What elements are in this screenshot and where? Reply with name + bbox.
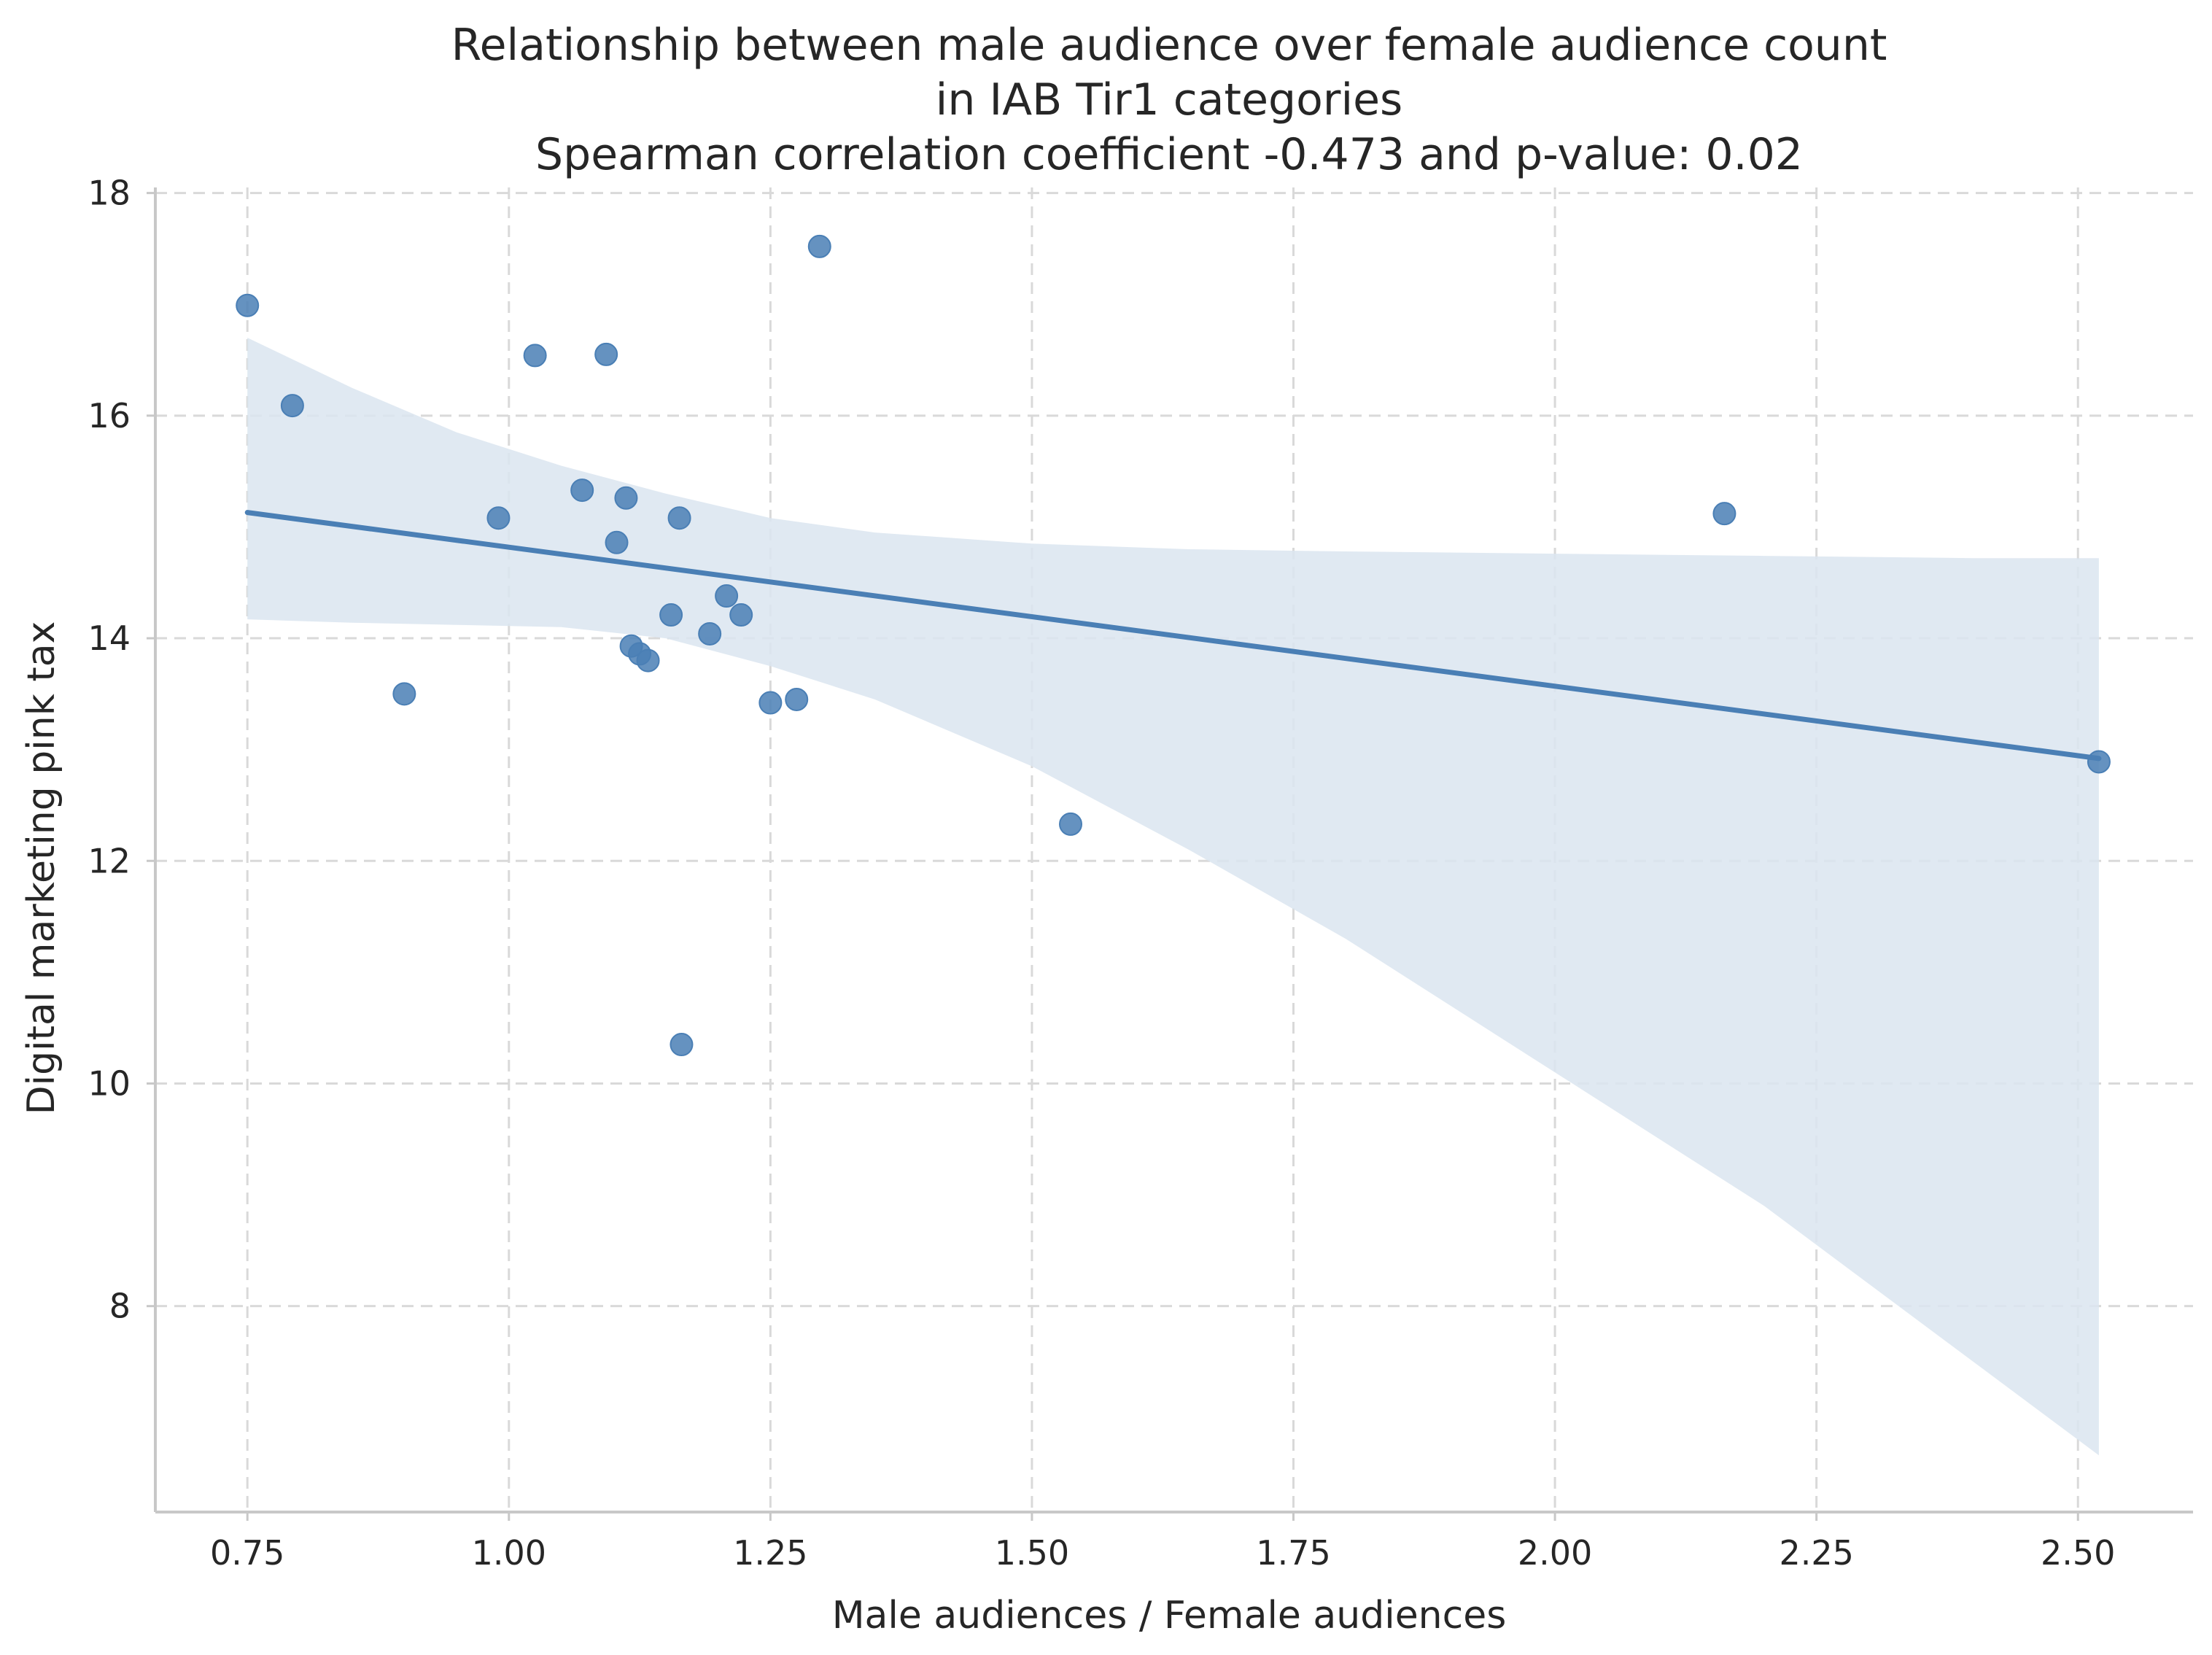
data-point <box>570 478 594 503</box>
chart-title-line-3: Spearman correlation coefficient -0.473 … <box>535 129 1803 180</box>
data-point <box>659 603 683 627</box>
chart-title-line-2: in IAB Tir1 categories <box>936 74 1403 125</box>
data-point <box>486 506 511 530</box>
confidence-band <box>247 338 2099 1456</box>
y-tick-label: 16 <box>88 396 131 435</box>
confidence-band-layer <box>247 338 2099 1456</box>
data-point <box>1712 502 1736 526</box>
x-tick-label: 1.50 <box>995 1533 1069 1573</box>
data-point <box>715 584 739 608</box>
y-tick-label: 14 <box>88 619 131 658</box>
data-point <box>2087 750 2111 774</box>
data-point <box>1059 812 1083 836</box>
y-tick-label: 10 <box>88 1063 131 1103</box>
y-axis-ticks: 8 10 12 14 16 18 <box>88 174 155 1326</box>
data-point <box>280 394 304 418</box>
x-tick-label: 2.25 <box>1779 1533 1853 1573</box>
regression-line-layer <box>244 510 2102 761</box>
data-point <box>392 682 416 706</box>
data-point <box>523 344 547 368</box>
data-point <box>594 342 618 366</box>
chart-title-line-1: Relationship between male audience over … <box>451 20 1887 71</box>
data-point <box>605 530 629 554</box>
x-tick-label: 1.75 <box>1256 1533 1330 1573</box>
axes <box>154 187 2193 1513</box>
regression-line <box>244 510 2102 761</box>
y-tick-label: 12 <box>88 841 131 880</box>
x-tick-label: 1.25 <box>733 1533 807 1573</box>
x-tick-label: 2.50 <box>2041 1533 2115 1573</box>
chart-title: Relationship between male audience over … <box>451 20 1887 180</box>
data-point <box>758 691 783 715</box>
x-axis-label: Male audiences / Female audiences <box>832 1594 1507 1637</box>
x-tick-label: 0.75 <box>210 1533 284 1573</box>
x-tick-label: 1.00 <box>472 1533 546 1573</box>
data-point <box>670 1033 694 1057</box>
data-point <box>698 621 722 646</box>
data-point <box>785 687 809 711</box>
data-point <box>636 648 660 673</box>
data-point <box>614 486 638 510</box>
y-tick-label: 18 <box>88 174 131 213</box>
data-point <box>729 603 753 627</box>
data-points <box>236 234 2111 1057</box>
data-point <box>236 293 260 317</box>
y-tick-label: 8 <box>109 1287 131 1326</box>
data-point <box>667 506 691 530</box>
x-tick-label: 2.00 <box>1518 1533 1592 1573</box>
y-axis-label: Digital marketing pink tax <box>20 621 63 1115</box>
data-point <box>807 234 831 258</box>
x-axis-ticks: 0.75 1.00 1.25 1.50 1.75 2.00 2.25 2.50 <box>210 1512 2115 1573</box>
